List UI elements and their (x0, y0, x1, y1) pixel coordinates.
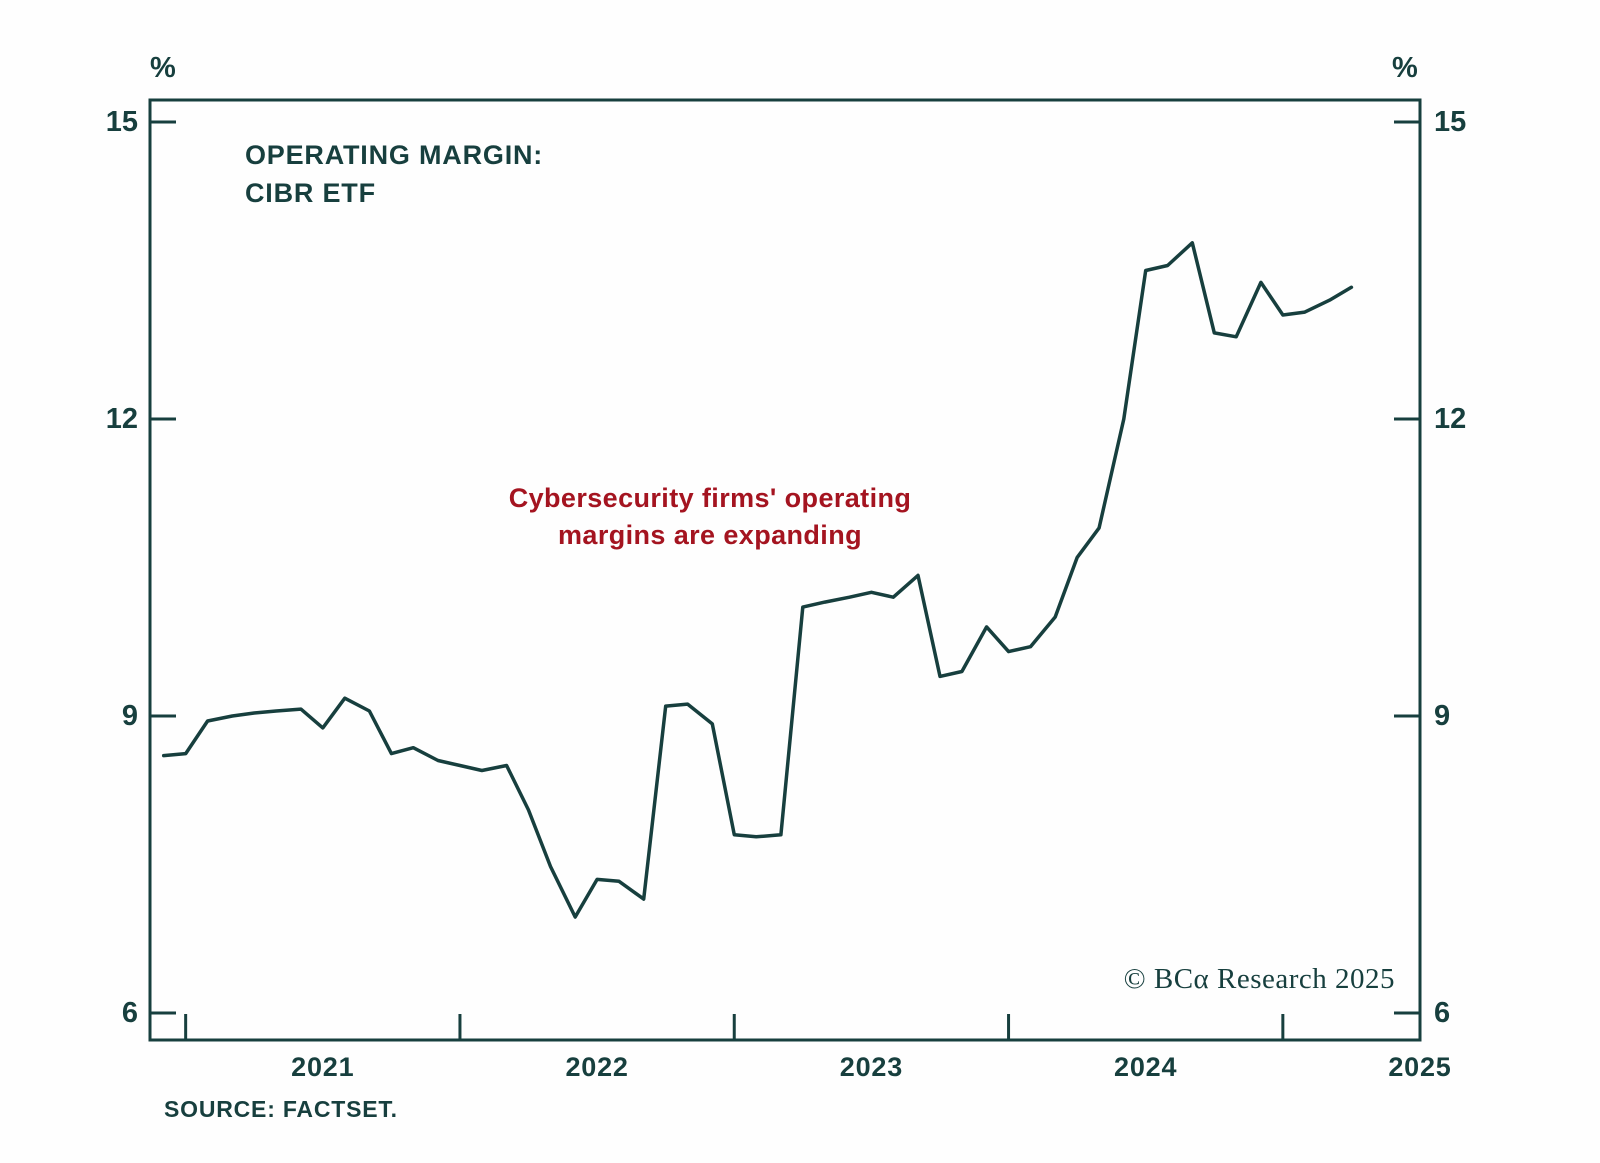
y-axis-unit-left: % (150, 52, 177, 84)
chart-annotation-line1: Cybersecurity firms' operating (508, 483, 912, 513)
y-axis-label-right: 6 (1434, 997, 1451, 1029)
y-axis-label-right: 9 (1434, 700, 1451, 732)
plot-border (148, 98, 1422, 1042)
y-axis-label-left: 9 (121, 700, 138, 732)
x-axis-label: 2025 (1388, 1052, 1452, 1082)
x-axis-label: 2023 (839, 1052, 904, 1082)
y-axis-label-left: 12 (105, 403, 138, 435)
y-axis-label-left: 6 (121, 997, 138, 1029)
copyright-watermark: © BCα Research 2025 (1123, 963, 1395, 995)
x-axis-label: 2021 (291, 1052, 355, 1082)
y-axis-label-right: 12 (1434, 403, 1467, 435)
chart-title-line2: CIBR ETF (245, 178, 376, 208)
source-note: SOURCE: FACTSET. (164, 1096, 398, 1122)
y-axis-label-right: 15 (1434, 106, 1467, 138)
y-axis-unit-right: % (1392, 52, 1419, 84)
operating-margin-line (161, 241, 1354, 919)
x-axis-label: 2024 (1114, 1052, 1178, 1082)
chart-title-line1: OPERATING MARGIN: (245, 140, 544, 170)
y-axis-label-left: 15 (105, 106, 138, 138)
chart-annotation-line2: margins are expanding (558, 520, 862, 550)
chart-title: OPERATING MARGIN: CIBR ETF (245, 136, 543, 212)
x-axis-label: 2022 (565, 1052, 629, 1082)
chart-annotation: Cybersecurity firms' operating margins a… (420, 480, 1000, 554)
